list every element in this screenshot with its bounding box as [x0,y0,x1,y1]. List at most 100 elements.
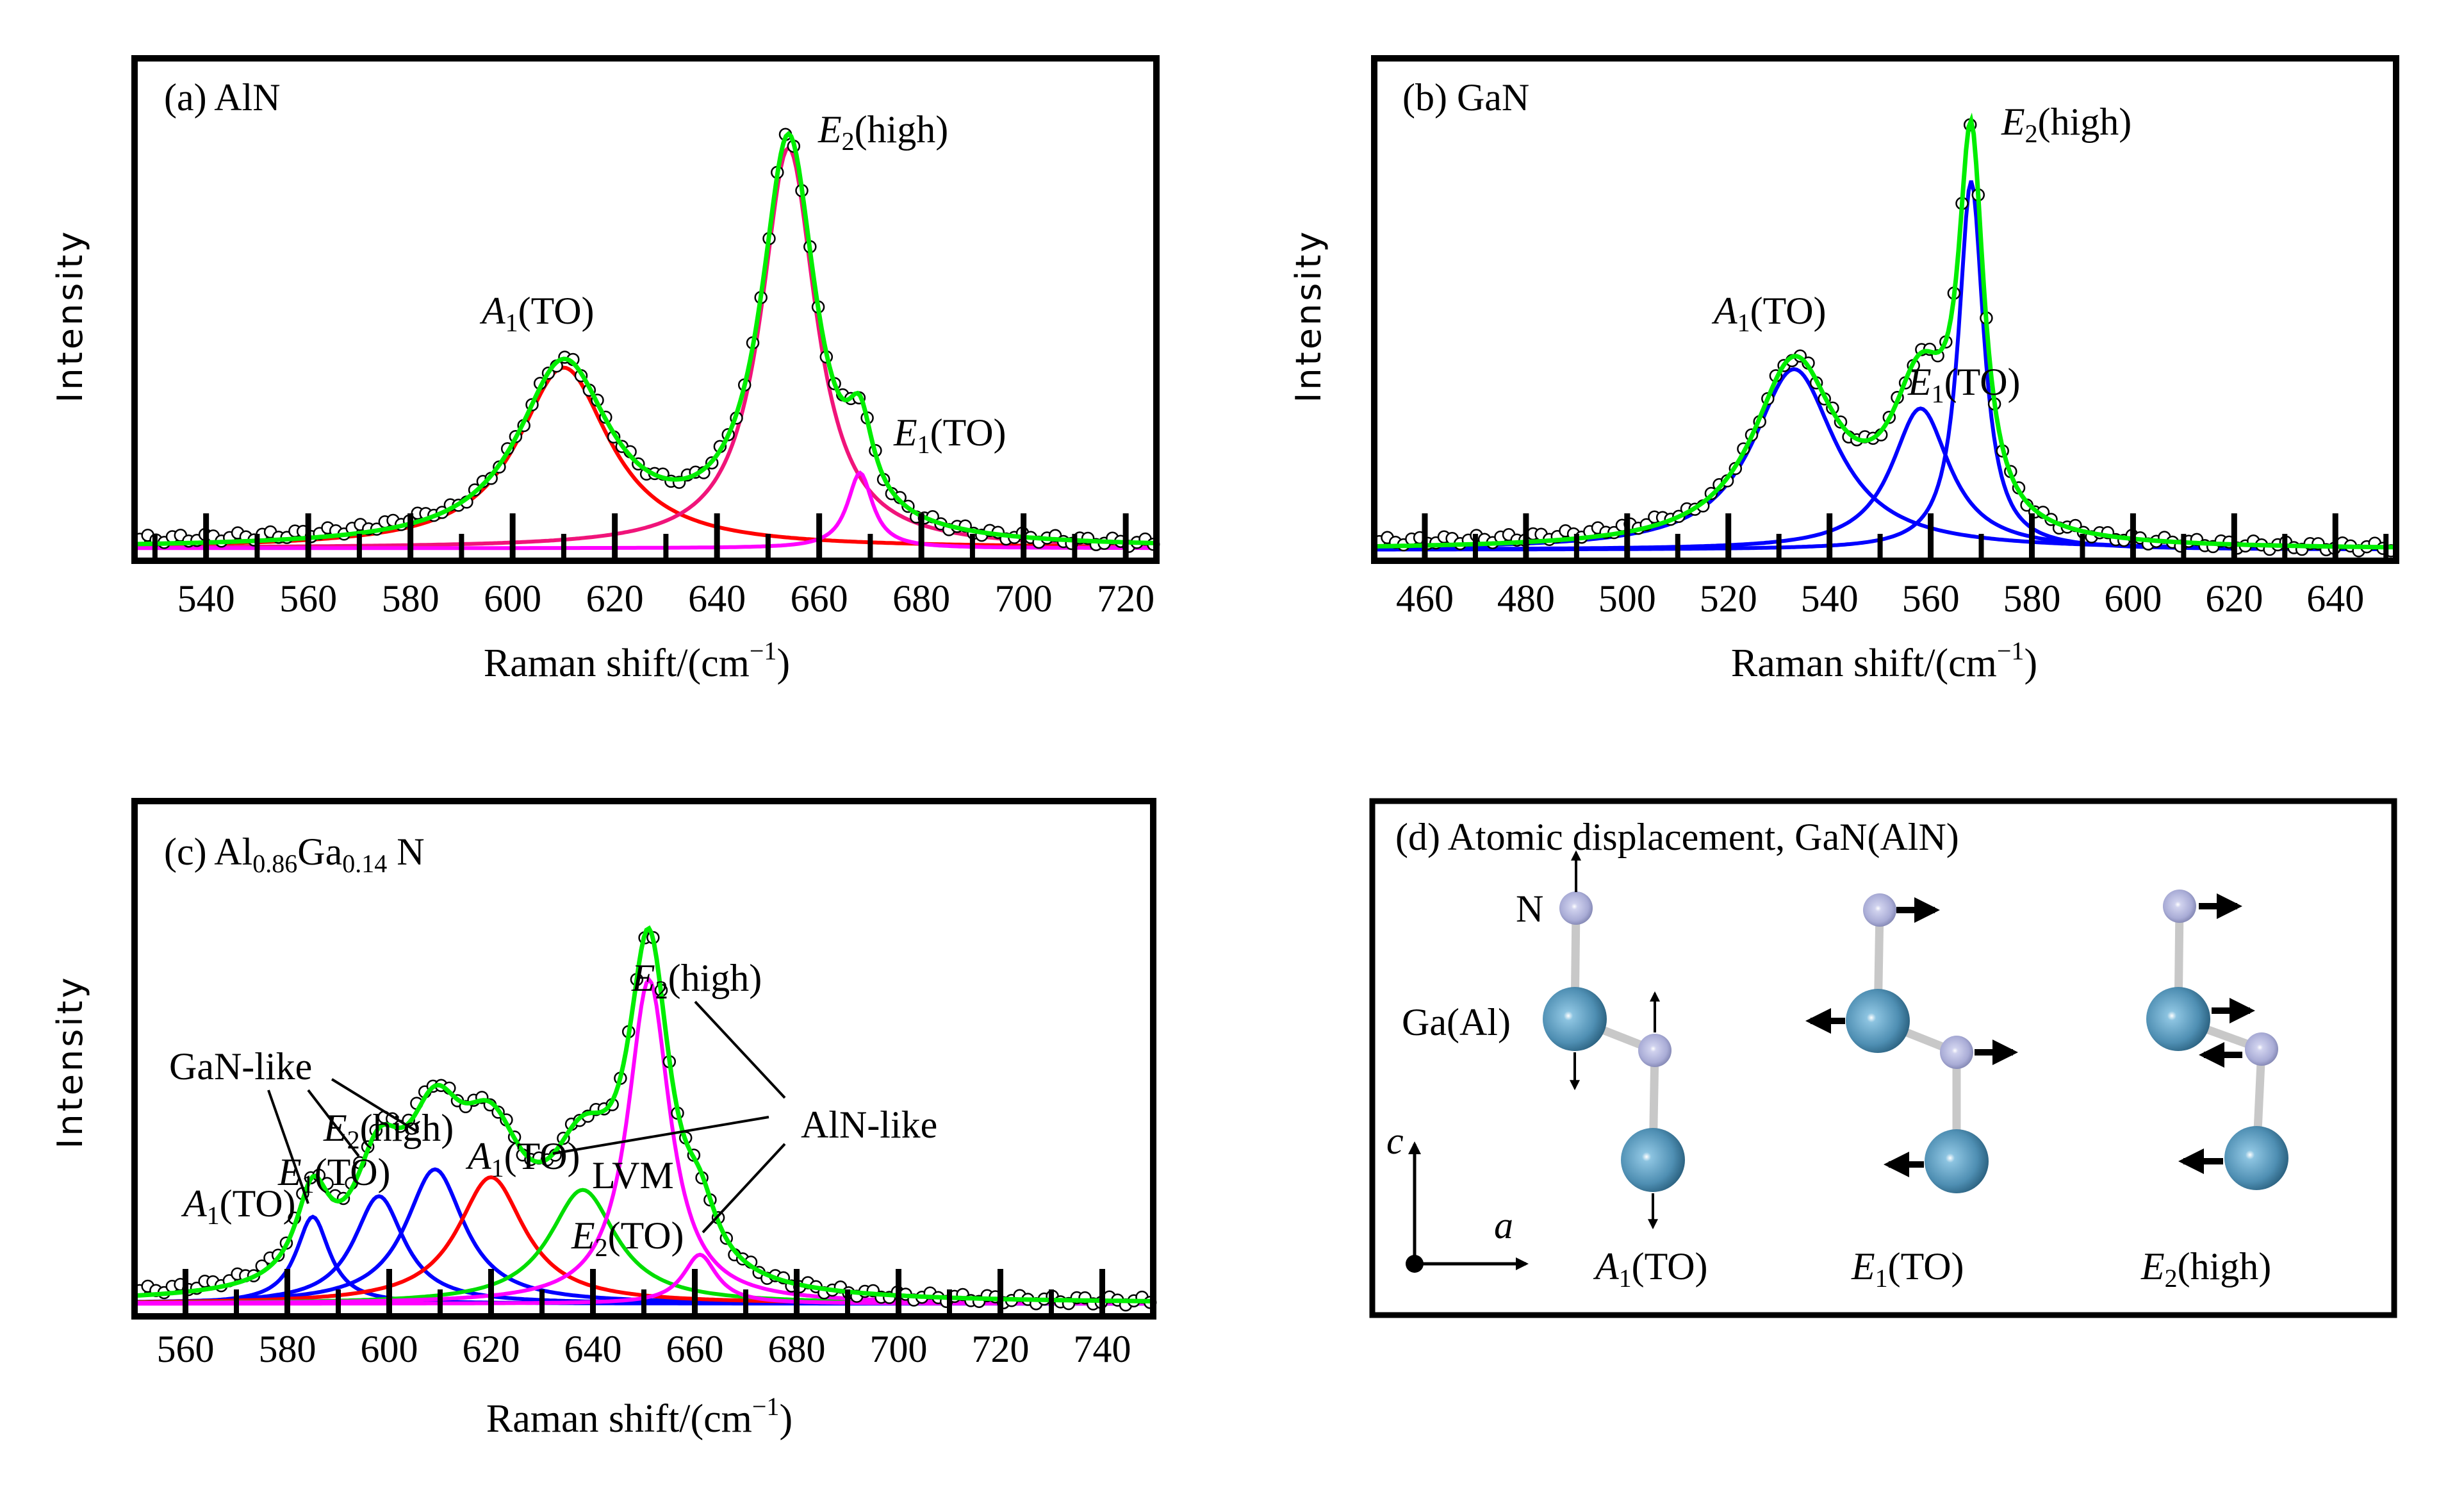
peak-label: E2(high) [817,108,948,156]
x-tick-label: 640 [2306,577,2364,620]
leader-line [267,1089,309,1204]
x-tick-label: 740 [1074,1328,1131,1370]
leader-line [307,1089,360,1157]
ga-atom [1543,987,1607,1051]
peak-label: A1(TO) [181,1182,296,1230]
x-tick-label: 600 [361,1328,418,1370]
x-tick-label: 680 [892,577,950,620]
component-curve-2 [1374,180,2396,552]
plot-area [1374,58,2396,561]
ga-atom [2146,987,2210,1051]
peak-label: E1(TO) [1907,361,2021,408]
atom-label-ga: Ga(Al) [1402,1001,1511,1043]
peak-label: E2(high) [2001,101,2131,148]
n-atom [1638,1034,1671,1067]
panel-c-algan-spectrum: 560 580 600 620 640 660 680 700 720 740 Raman shif… [50,798,1157,1441]
x-tick-label: 480 [1497,577,1555,620]
mode-label-e1-to: E1(TO) [1851,1245,1964,1293]
y-axis-title: Intensity [50,229,90,402]
x-tick-label: 580 [2003,577,2060,620]
x-axis-title: Raman shift/(cm−1) [1731,636,2037,685]
panel-a-aln-spectrum: 540 560 580 600 620 640 660 680 700 720 Raman shif… [50,55,1160,685]
crystal-axes: c a [1386,1120,1529,1273]
peak-label: A1(TO) [479,290,595,337]
x-tick-label: 560 [157,1328,215,1370]
mode-label-a1-to: A1(TO) [1593,1245,1708,1293]
structure-3 [2146,890,2288,1190]
x-tick-label: 560 [1902,577,1960,620]
total-fit-curve [134,131,1157,547]
peak-label: E2(high) [631,957,762,1004]
n-atom [2163,890,2196,923]
mode-label-e2-high: E2(high) [2140,1245,2271,1293]
x-tick-label: 620 [463,1328,520,1370]
leader-line [331,1078,420,1134]
x-tick-label: 700 [995,577,1053,620]
ga-atom [1621,1128,1685,1192]
axis-origin-dot [1406,1255,1424,1273]
x-tick-label: 720 [972,1328,1030,1370]
x-tick-label: 700 [870,1328,928,1370]
x-tick-label: 720 [1097,577,1154,620]
n-atom [1559,891,1593,925]
x-tick-label: 460 [1396,577,1454,620]
total-fit-curve [1374,112,2396,550]
plot-area [135,58,1156,561]
x-tick-label: 620 [586,577,644,620]
x-tick-label: 640 [564,1328,622,1370]
mode-labels: A1(TO) E1(TO) E2(high) [1593,1245,2271,1293]
panel-d-atomic-displacement: (d) Atomic displacement, GaN(AlN) N Ga(A… [1369,798,2397,1318]
structure-1 [1543,850,1685,1230]
x-tick-label: 660 [666,1328,724,1370]
n-atom [1940,1036,1973,1069]
x-axis-title: Raman shift/(cm−1) [486,1392,793,1441]
ga-atom [1925,1129,1989,1193]
peak-label: A1(TO) [1711,290,1827,337]
peak-label: E2(TO) [571,1214,684,1262]
peak-label: A1(TO) [465,1135,580,1182]
c-axis-label: c [1386,1120,1404,1162]
x-tick-label: 500 [1598,577,1656,620]
y-axis-title: Intensity [50,975,90,1148]
x-tick-label: 660 [791,577,848,620]
x-tick-label: 640 [688,577,746,620]
a-axis-label: a [1494,1204,1513,1246]
panel-title: (a) AlN [164,76,281,119]
panel-title: (b) GaN [1402,76,1529,119]
peak-label: E2(high) [323,1107,454,1154]
ga-atom [2224,1126,2288,1190]
n-atom [2245,1032,2278,1066]
x-tick-label: 560 [279,577,337,620]
structure-2 [1805,893,2018,1193]
x-tick-label: 620 [2205,577,2263,620]
wurtzite-structures [1543,850,2288,1230]
leader-line [552,1116,769,1155]
leader-line [702,1143,786,1234]
plot-frame [131,55,1160,564]
leader-line [694,1000,786,1099]
x-axis-title: Raman shift/(cm−1) [484,636,790,685]
peak-label: E1(TO) [893,411,1006,459]
x-tick-label: 600 [2104,577,2162,620]
ga-atom [1846,989,1910,1053]
n-atom [1863,893,1896,927]
panel-d-title: (d) Atomic displacement, GaN(AlN) [1395,816,1959,858]
atom-label-n: N [1516,888,1543,930]
peak-label: LVM [592,1154,674,1197]
plot-frame [1371,55,2399,564]
peak-label: E1(TO) [277,1151,391,1198]
group-label-aln-like: AlN-like [801,1104,937,1146]
group-label-gan-like: GaN-like [169,1045,312,1088]
plot-frame [131,798,1156,1320]
y-axis-title: Intensity [1288,229,1329,402]
x-tick-label: 580 [382,577,439,620]
panel-b-gan-spectrum: 460 480 500 520 540 560 580 600 620 640 Raman shif… [1288,55,2399,685]
panel-title: (c) Al0.86Ga0.14 N [164,831,425,878]
x-tick-label: 600 [484,577,541,620]
x-tick-label: 680 [768,1328,826,1370]
x-tick-label: 580 [259,1328,316,1370]
x-tick-label: 540 [177,577,235,620]
x-tick-label: 540 [1801,577,1859,620]
component-curve-2 [135,470,1156,551]
